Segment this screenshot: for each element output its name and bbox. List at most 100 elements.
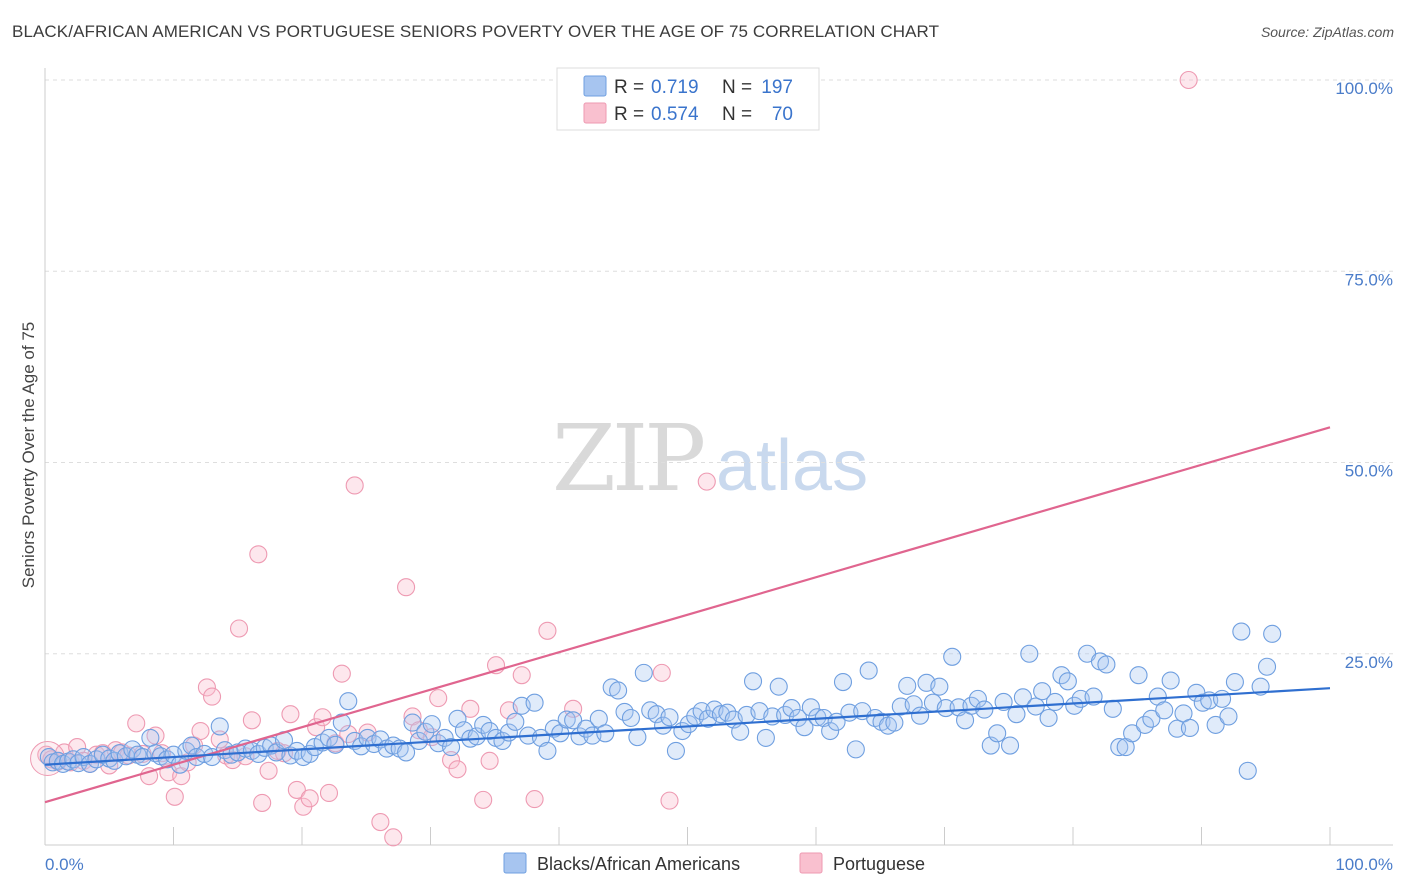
blacks-point (885, 713, 904, 732)
legend-bottom: Blacks/African Americans Portuguese (503, 852, 925, 874)
legend-top: R = 0.719 N = 197 R = 0.574 N = 70 (556, 67, 820, 131)
blacks-point (1238, 761, 1257, 780)
portuguese-points (30, 70, 1198, 847)
blacks-point (80, 754, 100, 773)
legend-top-n-value-blue: 197 (761, 77, 793, 98)
blacks-point (898, 676, 917, 695)
blacks-point (123, 740, 142, 759)
blacks-point (756, 728, 775, 747)
blacks-point (968, 689, 987, 708)
portuguese-point (165, 787, 184, 806)
legend-bottom-swatch-pink (799, 852, 823, 874)
portuguese-point (480, 751, 499, 770)
watermark-atlas: atlas (716, 426, 868, 506)
blacks-point (1219, 707, 1238, 726)
portuguese-point (339, 725, 358, 744)
blacks-point (1097, 655, 1116, 674)
blacks-point (801, 698, 820, 717)
blacks-point (564, 711, 583, 730)
portuguese-point (319, 783, 339, 803)
blacks-point (609, 681, 628, 700)
blacks-point (506, 712, 525, 731)
legend-top-r-label-pink: R = (614, 104, 644, 125)
portuguese-point (660, 791, 679, 810)
blacks-point (1263, 624, 1282, 643)
blacks-point (1123, 724, 1142, 743)
portuguese-point (652, 663, 671, 682)
legend-top-swatch-pink (583, 102, 607, 124)
blacks-point (1084, 687, 1103, 706)
blacks-point (1225, 673, 1244, 692)
gridlines (45, 79, 1393, 655)
blacks-point (1039, 708, 1058, 728)
portuguese-point (253, 793, 272, 812)
blacks-trend-line (44, 687, 1331, 766)
legend-bottom-label-blue: Blacks/African Americans (537, 854, 740, 874)
portuguese-point (512, 666, 531, 685)
blacks-point (1065, 696, 1084, 715)
portuguese-point (1179, 70, 1198, 90)
blacks-point (859, 661, 878, 680)
legend-top-swatch-blue (583, 75, 607, 97)
y-tick-label: 100.0% (1335, 79, 1393, 98)
legend-bottom-label-pink: Portuguese (833, 854, 925, 874)
blacks-point (1180, 718, 1199, 738)
y-tick-labels: 25.0% 50.0% 75.0% 100.0% (1335, 79, 1393, 672)
watermark-zip: ZIP (552, 405, 703, 512)
blacks-point (1232, 622, 1251, 641)
blacks-point (480, 721, 499, 741)
portuguese-point (448, 760, 467, 779)
portuguese-point (259, 761, 278, 780)
blacks-point (660, 708, 679, 727)
blacks-point (1000, 736, 1020, 755)
legend-top-r-label-blue: R = (614, 77, 644, 98)
blacks-point (525, 693, 544, 712)
portuguese-point (210, 730, 229, 749)
blacks-point (326, 735, 345, 754)
blacks-point (666, 741, 685, 760)
portuguese-point (191, 721, 210, 741)
x-tick-labels: 0.0% 100.0% (45, 855, 1393, 874)
blacks-point (182, 736, 201, 755)
source-label: Source: ZipAtlas.com (1260, 24, 1394, 40)
portuguese-point (197, 678, 216, 697)
blacks-point (1155, 701, 1174, 720)
watermark: ZIP atlas (552, 405, 868, 512)
blacks-point (1213, 689, 1232, 708)
blacks-point (679, 715, 698, 734)
portuguese-point (229, 619, 249, 638)
x-tick-label: 100.0% (1335, 855, 1393, 874)
blacks-point (782, 699, 801, 718)
blacks-point (930, 677, 949, 696)
portuguese-point (538, 621, 557, 640)
blacks-point (911, 706, 930, 725)
blacks-points (39, 622, 1282, 780)
blacks-point (332, 713, 351, 732)
blacks-point (538, 741, 557, 760)
x-tick-label: 0.0% (45, 855, 84, 874)
portuguese-point (429, 689, 448, 708)
blacks-point (1257, 657, 1277, 676)
portuguese-point (384, 828, 403, 847)
blacks-point (1161, 671, 1180, 690)
portuguese-trend-line (44, 426, 1331, 804)
legend-top-r-value-blue: 0.719 (651, 77, 699, 98)
portuguese-point (397, 578, 416, 597)
y-tick-label: 50.0% (1345, 462, 1393, 481)
portuguese-point (371, 812, 390, 832)
blacks-point (1142, 709, 1161, 728)
blacks-point (628, 728, 647, 747)
blacks-point (1251, 677, 1270, 696)
legend-top-n-label-pink: N = (722, 104, 752, 125)
blacks-point (403, 713, 422, 732)
blacks-point (718, 703, 737, 722)
blacks-point (87, 750, 106, 769)
portuguese-point (332, 664, 351, 683)
portuguese-point (300, 789, 319, 808)
portuguese-point (345, 476, 364, 495)
blacks-point (442, 738, 461, 757)
blacks-point (1033, 682, 1052, 701)
trend-lines (44, 426, 1331, 804)
y-tick-label: 25.0% (1345, 653, 1393, 672)
portuguese-point (281, 705, 300, 724)
